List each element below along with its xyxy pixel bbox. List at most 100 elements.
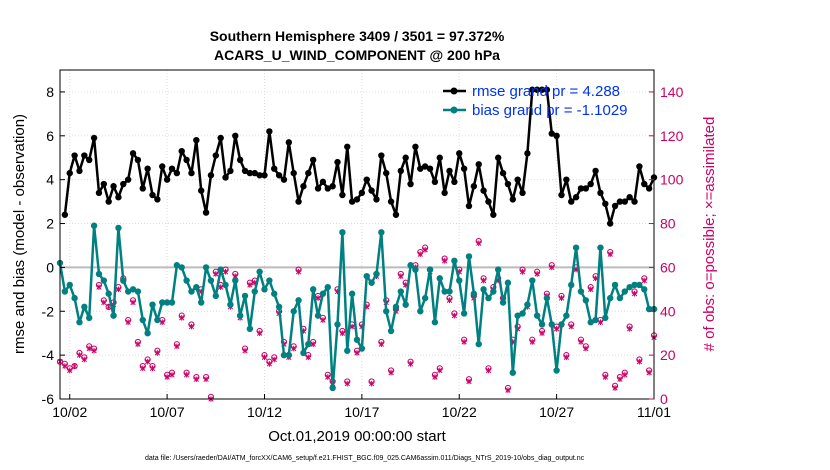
rmse-point [261,172,268,179]
rmse-point [275,172,283,179]
rmse-point [173,169,181,177]
obs-assimilated-point [607,251,613,258]
bias-point [568,281,575,289]
bias-point [363,272,370,280]
rmse-point [353,196,361,203]
rmse-point [407,180,414,188]
obs-assimilated-point [242,347,248,354]
obs-assimilated-point [519,268,526,275]
bias-point [592,316,599,324]
bias-point [271,290,278,297]
bias-point [193,283,200,291]
bias-point [183,277,190,284]
rmse-point [548,130,555,137]
obs-assimilated-point [617,376,623,383]
obs-assimilated-point [130,299,136,306]
bias-point [563,312,570,319]
rmse-point [456,150,463,157]
obs-assimilated-point [539,330,545,336]
rmse-point [368,187,375,194]
x-axis-label: Oct.01,2019 00:00:00 start [268,428,446,445]
bias-point [95,270,103,278]
bias-point [436,275,443,282]
bias-point [582,297,590,304]
bias-point [353,336,361,343]
bias-point [246,325,254,333]
obs-assimilated-point [193,376,199,383]
legend: rmse grand pr = 4.288 bias grand pr = -1… [443,83,628,119]
obs-assimilated-point [213,271,219,277]
bias-point [168,299,176,306]
rmse-point [436,154,443,161]
rmse-point [348,198,356,205]
rmse-point [236,156,244,164]
legend-rmse-marker [450,87,458,95]
rmse-point [197,187,205,194]
bias-point [275,303,283,311]
rmse-point [446,167,453,175]
obs-assimilated-point [583,345,589,352]
x-tick-label: 10/22 [442,404,477,420]
rmse-point [587,180,594,188]
bias-point [417,308,424,315]
rmse-point [373,196,380,203]
axis-ticks: 10/02 10/07 10/12 10/17 10/22 10/27 11/01 -6 -4 -… [42,84,684,420]
rmse-point [499,169,507,177]
legend-rmse-label: rmse grand pr = 4.288 [472,83,620,100]
obs-assimilated-point [291,345,297,352]
bias-point [475,340,482,348]
rmse-point [402,154,409,161]
rmse-point [300,183,307,190]
bias-point [149,301,156,308]
rmse-point [426,165,434,172]
rmse-point [363,176,370,183]
obs-assimilated-point [636,358,643,365]
x-tick-label: 10/12 [247,404,282,420]
bias-point [110,312,117,319]
rmse-point [222,174,229,181]
obs-assimilated-point [354,350,360,356]
obs-assimilated-point [81,356,87,363]
bias-point [451,257,458,265]
bias-point [631,281,638,289]
bias-point [188,288,195,295]
plot-area [60,70,654,399]
rmse-point [81,152,88,159]
rmse-point [251,169,258,177]
rmse-point [309,156,317,164]
bias-point [178,264,185,271]
bias-point [519,310,526,317]
rmse-point [383,169,390,177]
rmse-point [339,191,346,199]
bias-point [480,286,487,293]
rmse-point [329,183,336,190]
obs-assimilated-point [627,326,633,332]
rmse-series [61,86,658,227]
bias-point [100,277,108,284]
bias-point [207,277,215,284]
bias-point [163,299,171,306]
obs-assimilated-point [485,367,492,374]
obs-assimilated-point [505,387,511,394]
bias-point [383,308,390,315]
bias-point [407,262,414,269]
rmse-point [66,169,73,177]
rmse-point [465,202,473,210]
bias-point [426,266,434,273]
chart-title: Southern Hemisphere 3409 / 3501 = 97.372… [210,28,505,44]
bias-point [66,281,73,289]
bias-point [621,288,628,295]
bias-point [324,283,331,291]
rmse-point [168,165,176,172]
rmse-point [183,156,190,164]
obs-assimilated-point [91,347,97,354]
rmse-point [606,220,614,227]
rmse-point [202,209,210,216]
obs-assimilated-point [149,365,156,372]
rmse-point [246,169,254,177]
bias-point [120,277,127,284]
bias-point [485,294,492,302]
obs-assimilated-point [71,363,78,369]
obs-assimilated-point [247,282,253,288]
